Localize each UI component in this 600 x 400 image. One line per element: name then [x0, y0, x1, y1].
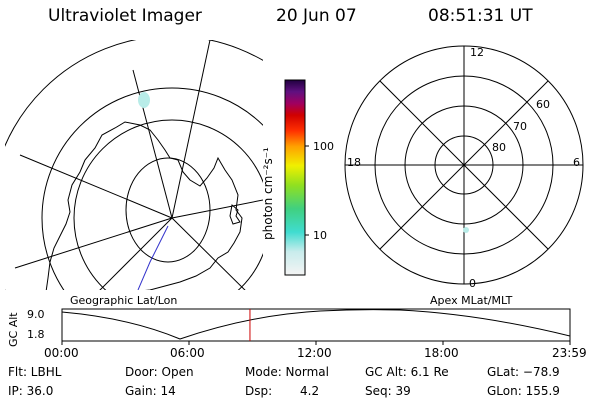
mlt-label-dawn: 6 [573, 156, 580, 169]
orbit-ylabel: GC Alt [7, 312, 20, 347]
mlt-label-midnight: 0 [469, 277, 476, 290]
geographic-map-label: Geographic Lat/Lon [70, 294, 178, 307]
observation-date: 20 Jun 07 [276, 6, 357, 26]
aurora-patch [463, 227, 469, 233]
filter-info: Flt: LBHL [8, 365, 62, 379]
coastline-island [229, 204, 241, 225]
orbit-ymax: 9.0 [27, 308, 45, 321]
mlat-label-70: 70 [513, 120, 527, 133]
lat-circle-inner [73, 119, 263, 290]
door-info: Door: Open [125, 365, 194, 379]
mlt-label-noon: 12 [470, 46, 484, 59]
magnetic-map-label: Apex MLat/MLT [430, 294, 513, 307]
seq-info: Seq: 39 [365, 384, 411, 398]
glon-info: GLon: 155.9 [487, 384, 560, 398]
orbit-xtick-label: 00:00 [44, 346, 79, 360]
dsp-label: Dsp: [245, 384, 273, 398]
meridian-line [171, 217, 246, 290]
colorbar-tick-label: 10 [313, 229, 327, 242]
orbit-xtick-label: 06:00 [170, 346, 205, 360]
meridian-line [19, 154, 173, 219]
lat-circle-mid [41, 87, 263, 290]
mode-info: Mode: Normal [245, 365, 329, 379]
gain-info: Gain: 14 [125, 384, 176, 398]
aurora-patch [138, 92, 150, 108]
meridian-line [171, 199, 263, 219]
meridian-line [99, 217, 173, 290]
orbit-xtick-label: 18:00 [424, 346, 459, 360]
gc-alt-info: GC Alt: 6.1 Re [365, 365, 449, 379]
instrument-title: Ultraviolet Imager [48, 6, 202, 26]
observation-time: 08:51:31 UT [428, 6, 533, 26]
lat-circle-pole [125, 157, 211, 263]
meridian-line [132, 69, 173, 219]
glat-info: GLat: −78.9 [487, 365, 560, 379]
mlt-label-dusk: 18 [347, 156, 361, 169]
geographic-map [5, 40, 263, 290]
meridian-line [171, 40, 211, 219]
magnetic-polar-plot [344, 45, 584, 285]
coastline [45, 121, 243, 290]
dsp-value: 4.2 [300, 384, 320, 398]
orbit-xtick-label: 23:59 [552, 346, 587, 360]
colorbar-unit-label: photon cm⁻²s⁻¹ [261, 147, 275, 240]
colorbar-tick-label: 100 [313, 140, 334, 153]
ip-info: IP: 36.0 [8, 384, 54, 398]
colorbar [284, 79, 306, 276]
mlt-diagonal [379, 80, 549, 250]
mlat-label-60: 60 [536, 98, 550, 111]
meridian-line [14, 217, 173, 269]
orbit-xtick-label: 12:00 [297, 346, 332, 360]
orbit-ymin: 1.8 [27, 328, 45, 341]
satellite-track [137, 225, 169, 290]
mlat-label-80: 80 [492, 141, 506, 154]
altitude-curve [62, 309, 570, 340]
